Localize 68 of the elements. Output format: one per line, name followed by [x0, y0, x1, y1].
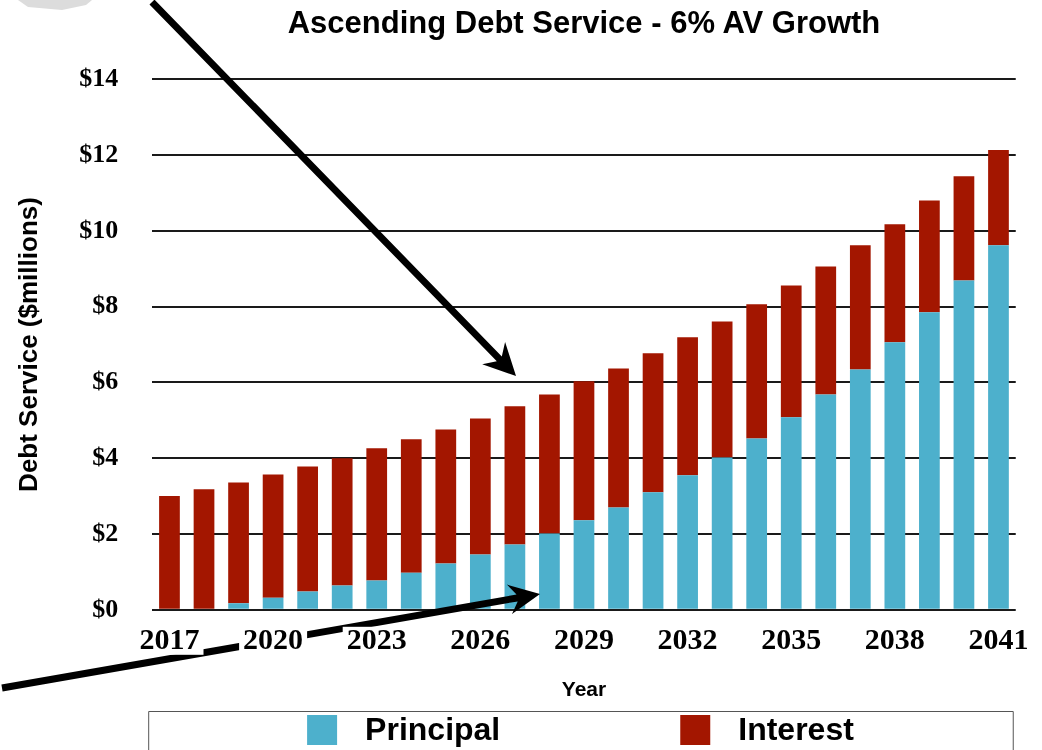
y-tick-label: $12: [79, 138, 119, 168]
bar: [228, 603, 249, 609]
bar: [849, 245, 871, 370]
bar: [400, 572, 422, 609]
bar: [297, 591, 318, 609]
bar: [746, 438, 768, 609]
bar: [331, 458, 353, 586]
bar: [262, 474, 284, 598]
y-tick-label: $10: [79, 214, 119, 244]
bar: [815, 266, 837, 395]
x-tick-label: 2038: [864, 621, 925, 655]
bar: [435, 429, 457, 564]
x-tick-label: 2029: [553, 621, 614, 655]
y-tick-label: $8: [92, 290, 119, 320]
chart-title: Ascending Debt Service - 6% AV Growth: [287, 5, 881, 41]
bar: [435, 563, 457, 609]
legend-label: Interest: [738, 710, 855, 747]
bar: [366, 580, 388, 609]
bar: [953, 176, 975, 281]
bar: [228, 482, 249, 604]
bar: [884, 224, 906, 343]
bar: [159, 496, 180, 609]
x-tick-label: 2017: [139, 621, 200, 655]
bar: [919, 312, 940, 609]
bar: [815, 394, 837, 609]
bar: [262, 597, 284, 609]
bar: [711, 321, 733, 458]
y-tick-label: $14: [79, 62, 119, 92]
bar: [297, 466, 318, 592]
x-tick-label: 2020: [243, 621, 304, 655]
bar: [780, 285, 802, 418]
bar: [608, 368, 629, 508]
y-tick-label: $0: [92, 593, 119, 623]
bar: [642, 492, 664, 609]
bar: [573, 381, 595, 521]
y-axis-title: Debt Service ($millions): [12, 197, 43, 492]
y-tick-label: $6: [92, 366, 119, 396]
bar: [193, 489, 215, 609]
bar: [608, 507, 629, 609]
bar: [573, 520, 595, 609]
bar: [400, 439, 422, 573]
y-tick-label: $2: [92, 517, 119, 547]
legend-label: Principal: [365, 710, 501, 747]
bar: [366, 448, 388, 581]
x-tick-label: 2041: [968, 621, 1029, 655]
bar: [642, 353, 664, 493]
bar: [780, 417, 802, 609]
bar: [953, 280, 975, 609]
bar: [539, 394, 560, 534]
x-axis-title: Year: [561, 677, 607, 701]
bar: [849, 369, 871, 609]
bar: [331, 585, 353, 609]
bar: [988, 150, 1009, 246]
bar: [504, 406, 526, 545]
bar: [746, 304, 768, 439]
bar: [469, 418, 491, 555]
x-tick-label: 2032: [657, 621, 718, 655]
bar: [539, 533, 560, 609]
y-tick-label: $4: [92, 441, 119, 471]
x-tick-label: 2026: [450, 621, 511, 655]
bar: [884, 342, 906, 609]
bar: [711, 457, 733, 609]
bar: [677, 337, 698, 476]
x-tick-label: 2035: [761, 621, 822, 655]
bar: [919, 200, 940, 313]
bar: [677, 475, 698, 609]
bar: [988, 245, 1009, 609]
x-tick-label: 2023: [346, 621, 407, 655]
